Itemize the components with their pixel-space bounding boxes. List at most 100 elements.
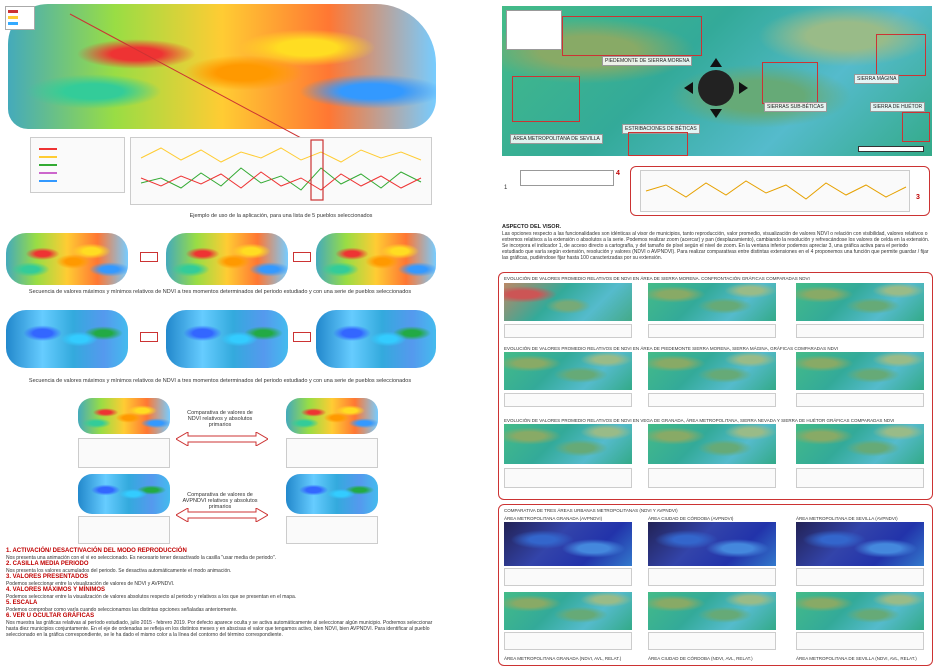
instructions: 1. ACTIVACIÓN/ DESACTIVACIÓN DEL MODO RE… [6, 548, 436, 638]
box1-row3-chart-1 [504, 468, 632, 488]
seq1-map-1 [6, 233, 128, 285]
seq2-map-2 [166, 310, 288, 368]
box1-chart-1 [504, 324, 632, 338]
satellite-viewer[interactable]: PIEDEMONTE DE SIERRA MORENA SIERRA MÁGIN… [502, 6, 932, 156]
box2-chart-5 [648, 632, 776, 650]
compare2-left-map [78, 474, 170, 514]
compare1-text: Comparativa de valores de NDVI relativos… [187, 410, 253, 428]
area-box-metro-sevilla [512, 76, 580, 122]
area-box-huetor [902, 112, 930, 142]
area-box-sierra-magina [876, 34, 926, 76]
compare1-right-chart [286, 438, 378, 468]
aspect-text: Las opciones respecto a las funcionalida… [502, 231, 930, 261]
instr-2-heading: 2. CASILLA MEDIA PERIODO [6, 561, 89, 567]
box1-row3-title: EVOLUCIÓN DE VALORES PROMEDIO RELATIVOS … [504, 418, 895, 423]
scale-bar [858, 146, 924, 152]
compare2-left-chart [78, 516, 170, 544]
label-huetor: SIERRA DE HUÉTOR [870, 102, 926, 112]
box2-chart-4 [504, 632, 632, 650]
viewer-chart-frame [630, 166, 930, 216]
box1-img-3 [796, 283, 924, 321]
box1-row2-img-1 [504, 352, 632, 390]
instr-3-text: Podemos seleccionar entre la visualizaci… [6, 581, 175, 587]
box2-img-5 [648, 592, 776, 630]
seq1-map-3 [316, 233, 436, 285]
box1-row3-img-1 [504, 424, 632, 464]
box2-footer-3: ÁREA METROPOLITANA DE SEVILLA (NDVI, AVL… [796, 656, 917, 661]
box2-chart-1 [504, 568, 632, 586]
viewer-ndvi-chart[interactable] [640, 170, 910, 212]
pan-control-icon[interactable] [698, 70, 734, 106]
pointer-line [69, 13, 317, 147]
box1-row2-title: EVOLUCIÓN DE VALORES PROMEDIO RELATIVOS … [504, 346, 839, 351]
box1-row2-chart-3 [796, 393, 924, 407]
label-sierra-morena: PIEDEMONTE DE SIERRA MORENA [602, 56, 693, 66]
left-panel: Ejemplo de uso de la aplicación, para un… [0, 0, 440, 666]
label-sierra-magina: SIERRA MÁGINA [854, 74, 900, 84]
box1-img-1 [504, 283, 632, 321]
seq2-arrow-1 [140, 332, 158, 342]
box1-row2-img-2 [648, 352, 776, 390]
instr-3-heading: 3. VALORES PRESENTADOS [6, 574, 89, 580]
caption-seq1: Secuencia de valores máximos y mínimos r… [28, 289, 412, 295]
compare1-left-chart [78, 438, 170, 468]
box2-img-6 [796, 592, 924, 630]
pan-arrow-left-icon[interactable] [684, 82, 693, 94]
instr-1-text: Nos presenta una animación con el vi eo … [6, 555, 277, 561]
box1-row3-img-3 [796, 424, 924, 464]
box1-row3-img-2 [648, 424, 776, 464]
box2-img-3 [796, 522, 924, 566]
label-subbeticas: SIERRAS SUB-BÉTICAS [764, 102, 827, 112]
label-metro-sevilla: ÁREA METROPOLITANA DE SEVILLA [510, 134, 603, 144]
instr-6-heading: 6. VER U OCULTAR GRÁFICAS [6, 613, 95, 619]
compare1-right-map [286, 398, 378, 434]
box2-chart-3 [796, 568, 924, 586]
box2-img-4 [504, 592, 632, 630]
box2-title: COMPARATIVA DE TRES ÁREAS URBANAS METROP… [504, 508, 678, 513]
box2-img-1 [504, 522, 632, 566]
box2-img-2 [648, 522, 776, 566]
seq1-arrow-2 [293, 252, 311, 262]
seq2-map-1 [6, 310, 128, 368]
ndvi-line-chart[interactable] [130, 137, 432, 205]
pan-arrow-up-icon[interactable] [710, 58, 722, 67]
seq2-map-3 [316, 310, 436, 368]
instr-6-text: Nos muestra las gráficas relativas al pe… [6, 620, 433, 638]
compare2-text: Comparativa de valores de AVPNDVI relati… [182, 492, 258, 510]
aspect-title: ASPECTO DEL VISOR. [502, 224, 562, 230]
box1-row3-chart-2 [648, 468, 776, 488]
instr-5-text: Podemos comprobar como varía cuando sele… [6, 607, 238, 613]
marker-1: 1 [504, 185, 508, 191]
main-choropleth-map[interactable] [8, 4, 436, 129]
viewer-ndvi-line [645, 180, 907, 200]
instr-4-heading: 4. VALORES MÁXIMOS Y MÍNIMOS [6, 587, 106, 593]
instr-1-heading: 1. ACTIVACIÓN/ DESACTIVACIÓN DEL MODO RE… [6, 548, 187, 554]
box1-row2-chart-1 [504, 393, 632, 407]
marker-3: 3 [916, 194, 920, 201]
pan-arrow-right-icon[interactable] [739, 82, 748, 94]
box2-col1-label: ÁREA METROPOLITANA GRANADA (AVPNDVI) [504, 516, 603, 521]
pan-arrow-down-icon[interactable] [710, 109, 722, 118]
box1-row2-chart-2 [648, 393, 776, 407]
caption-main: Ejemplo de uso de la aplicación, para un… [189, 213, 373, 219]
viewer-legend [506, 10, 562, 50]
ndvi-lines [140, 139, 422, 201]
right-panel: PIEDEMONTE DE SIERRA MORENA SIERRA MÁGIN… [496, 0, 933, 666]
compare1-arrow [176, 432, 268, 446]
box1-chart-2 [648, 324, 776, 338]
seq2-arrow-2 [293, 332, 311, 342]
marker-4: 4 [616, 170, 620, 177]
caption-seq2: Secuencia de valores máximos y mínimos r… [28, 378, 412, 384]
compare2-arrow [176, 508, 268, 522]
compare2-right-chart [286, 516, 378, 544]
instr-5-heading: 5. ESCALA [6, 600, 38, 606]
box2-footer-2: ÁREA CIUDAD DE CÓRDOBA (NDVI, AVL, RELAT… [648, 656, 753, 661]
compare2-right-map [286, 474, 378, 514]
label-estribaciones: ESTRIBACIONES DE BÉTICAS [622, 124, 700, 134]
chart-legend-panel [30, 137, 125, 193]
area-box-subbeticas [762, 62, 818, 104]
box1-img-2 [648, 283, 776, 321]
map-legend [5, 6, 35, 30]
instr-2-text: Nos presenta los valores acumulados del … [6, 568, 232, 574]
area-box-sierra-morena [562, 16, 702, 56]
